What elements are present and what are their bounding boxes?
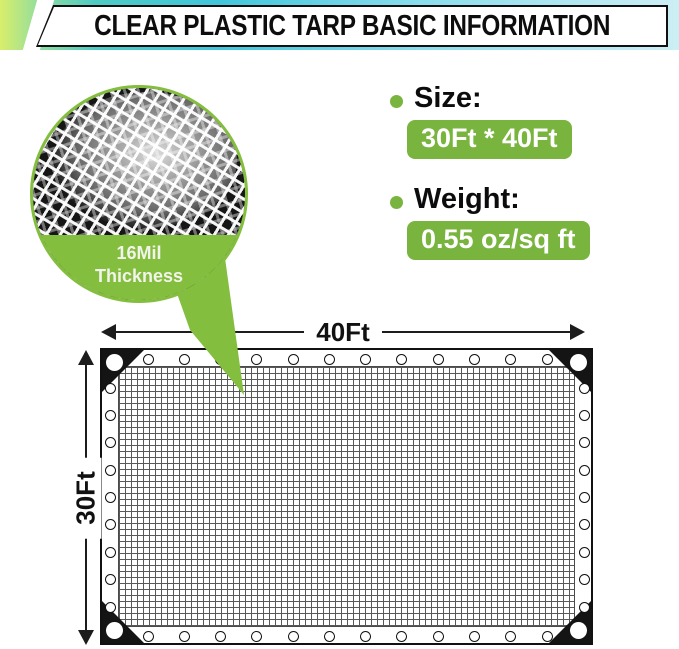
weight-label: Weight:: [414, 183, 520, 215]
grommet: [323, 353, 335, 365]
size-value-badge: 30Ft * 40Ft: [407, 120, 572, 159]
grommet: [251, 630, 263, 642]
grommet: [251, 353, 263, 365]
grommet: [541, 353, 553, 365]
width-label: 40Ft: [304, 316, 382, 348]
tarp-illustration: [100, 348, 593, 645]
grommet: [578, 574, 590, 586]
thickness-label: 16Mil Thickness: [33, 235, 245, 300]
grommet: [541, 630, 553, 642]
arrowhead-down-icon: [78, 630, 94, 645]
grommet: [104, 601, 116, 613]
grommet: [178, 630, 190, 642]
grommet: [360, 630, 372, 642]
grommet: [396, 353, 408, 365]
grommet: [215, 630, 227, 642]
weight-value-badge: 0.55 oz/sq ft: [407, 221, 590, 260]
grommet: [578, 492, 590, 503]
grommet: [578, 437, 590, 449]
grommet: [323, 630, 335, 642]
tarp-mesh-texture: [118, 366, 575, 627]
grommet: [104, 464, 116, 476]
size-label: Size:: [414, 82, 482, 114]
grommet: [432, 630, 444, 642]
grommet: [468, 353, 480, 365]
weight-bullet-icon: [390, 196, 403, 209]
grommet: [578, 601, 590, 613]
thickness-label-line1: 16Mil: [116, 243, 162, 263]
grommet: [505, 353, 517, 365]
grommet: [360, 353, 372, 365]
width-dimension-arrow: 40Ft: [101, 316, 585, 348]
grommet: [104, 492, 116, 503]
grommet: [142, 353, 154, 365]
grommet: [104, 574, 116, 586]
grommet: [104, 519, 116, 531]
grommet: [578, 409, 590, 421]
grommet: [142, 630, 154, 642]
grommet: [104, 409, 116, 421]
grommet: [178, 353, 190, 365]
grommet: [287, 630, 299, 642]
grommet: [578, 519, 590, 531]
grommet: [578, 546, 590, 558]
grommet: [104, 382, 116, 394]
tarp-closeup-photo: [33, 88, 245, 300]
arrowhead-left-icon: [101, 324, 116, 340]
header-band: CLEAR PLASTIC TARP BASIC INFORMATION: [0, 0, 679, 56]
title-banner: CLEAR PLASTIC TARP BASIC INFORMATION: [36, 5, 668, 47]
grommet: [505, 630, 517, 642]
height-label: 30Ft: [70, 456, 102, 539]
thickness-callout-bubble: 16Mil Thickness: [30, 85, 248, 303]
arrowhead-right-icon: [570, 324, 585, 340]
grommet: [104, 437, 116, 449]
grommet: [578, 464, 590, 476]
grommet: [104, 546, 116, 558]
height-dimension-arrow: 30Ft: [70, 350, 102, 645]
grommet: [396, 630, 408, 642]
grommet: [432, 353, 444, 365]
thickness-label-line2: Thickness: [94, 265, 184, 286]
grommet: [287, 353, 299, 365]
grommet: [468, 630, 480, 642]
page-title: CLEAR PLASTIC TARP BASIC INFORMATION: [93, 9, 611, 42]
arrowhead-up-icon: [78, 350, 94, 365]
grommet: [578, 382, 590, 394]
size-bullet-icon: [390, 95, 403, 108]
